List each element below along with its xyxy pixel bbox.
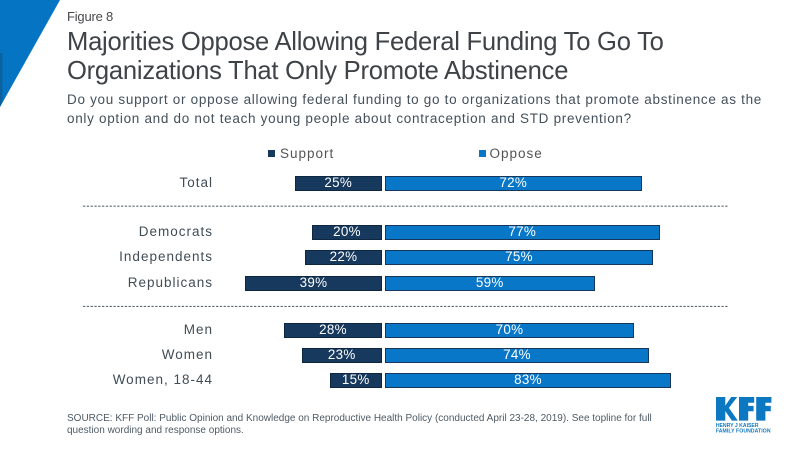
svg-text:FAMILY FOUNDATION: FAMILY FOUNDATION	[716, 428, 771, 434]
svg-text:HENRY J KAISER: HENRY J KAISER	[716, 423, 759, 429]
